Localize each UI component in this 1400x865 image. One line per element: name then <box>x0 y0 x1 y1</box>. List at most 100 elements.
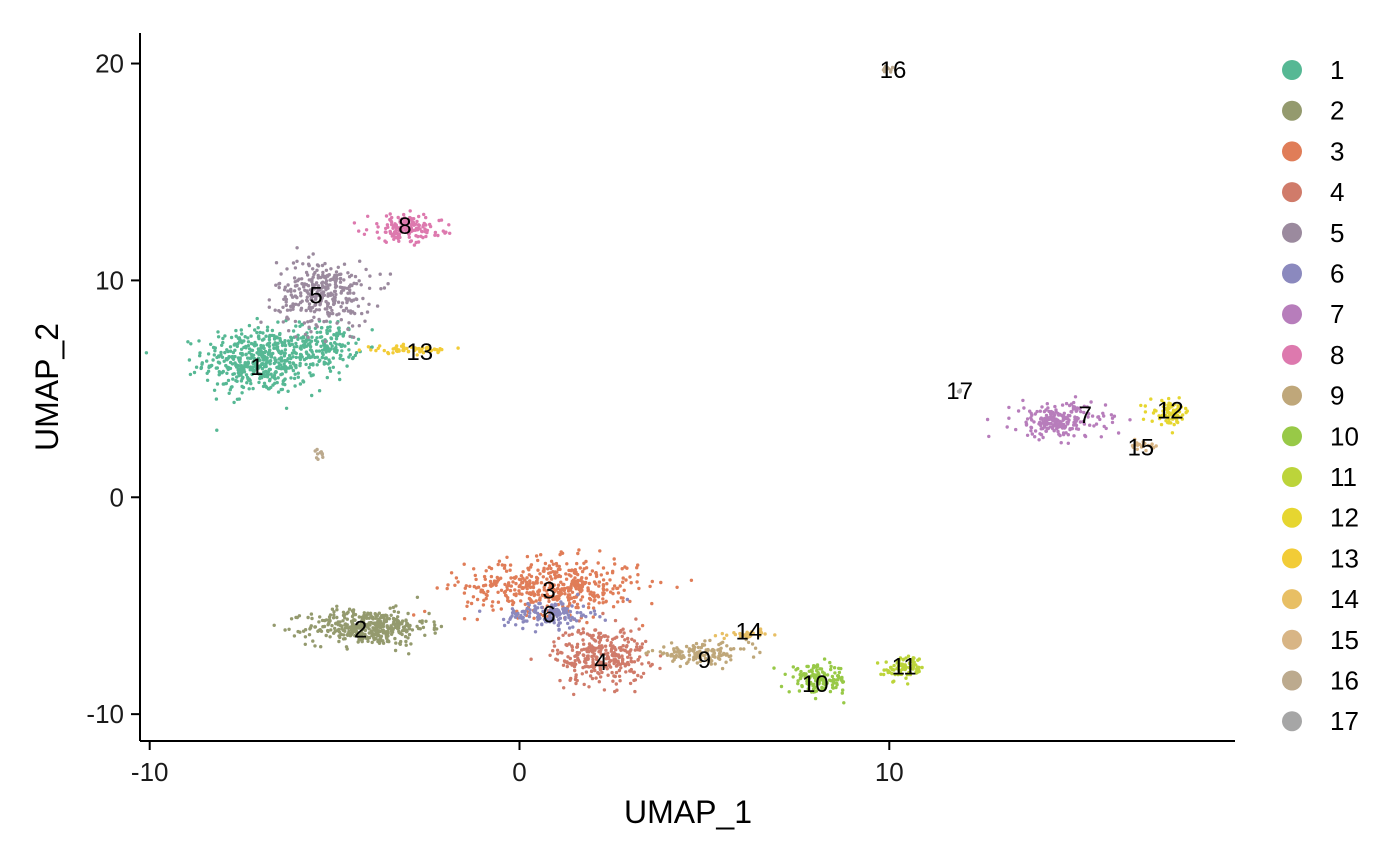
data-point <box>374 348 378 353</box>
data-point <box>557 564 561 569</box>
data-point <box>397 232 401 236</box>
data-point <box>338 276 343 281</box>
data-point <box>640 645 644 650</box>
data-point <box>462 562 466 566</box>
data-point <box>323 339 328 344</box>
data-point <box>405 621 409 626</box>
data-point <box>315 330 319 335</box>
data-point <box>317 620 321 624</box>
legend-label: 16 <box>1330 666 1359 696</box>
data-point <box>412 243 417 247</box>
data-point <box>579 579 583 583</box>
data-point <box>283 364 288 369</box>
data-point <box>309 330 313 334</box>
data-point <box>1177 396 1181 400</box>
data-point <box>305 298 309 302</box>
data-point <box>593 612 597 616</box>
data-point <box>341 610 346 614</box>
data-point <box>287 353 292 358</box>
data-point <box>276 349 281 353</box>
data-point <box>499 607 503 611</box>
data-point <box>391 351 395 355</box>
data-point <box>605 582 609 586</box>
data-point <box>350 631 355 635</box>
data-point <box>1074 409 1079 413</box>
data-point <box>531 581 535 585</box>
data-point <box>315 293 319 297</box>
data-point <box>324 268 329 272</box>
data-point <box>238 364 243 368</box>
data-point <box>340 289 344 293</box>
data-point <box>541 575 545 579</box>
data-point <box>517 584 521 589</box>
data-point <box>567 633 571 637</box>
data-point <box>1064 416 1068 421</box>
data-point <box>1072 406 1077 411</box>
data-point <box>581 627 585 631</box>
data-point <box>678 664 682 669</box>
data-point <box>561 582 565 587</box>
data-point <box>611 679 615 683</box>
data-point <box>338 623 343 628</box>
data-point <box>292 348 296 352</box>
data-point <box>214 397 219 401</box>
data-point <box>622 588 626 592</box>
data-point <box>1057 432 1061 436</box>
data-point <box>278 310 282 314</box>
data-point <box>215 428 219 432</box>
data-point <box>330 607 335 611</box>
data-point <box>541 614 546 618</box>
data-point <box>1185 409 1190 413</box>
data-point <box>231 350 236 355</box>
data-point <box>675 646 679 650</box>
data-point <box>533 604 537 608</box>
data-point <box>219 350 223 355</box>
data-point <box>249 381 253 386</box>
data-point <box>644 651 648 656</box>
data-point <box>404 630 409 634</box>
data-point <box>284 297 289 302</box>
data-point <box>332 289 337 294</box>
data-point <box>1144 448 1148 453</box>
series-7-points <box>985 395 1132 445</box>
data-point <box>283 628 287 632</box>
data-point <box>303 642 307 646</box>
data-point <box>504 569 509 573</box>
data-point <box>235 344 239 349</box>
data-point <box>304 362 308 367</box>
data-point <box>901 658 905 662</box>
data-point <box>273 308 277 312</box>
data-point <box>280 349 284 353</box>
data-point <box>383 619 387 624</box>
data-point <box>491 608 495 612</box>
data-point <box>270 328 275 333</box>
data-point <box>342 278 346 282</box>
data-point <box>187 358 192 362</box>
data-point <box>496 562 500 567</box>
data-point <box>590 593 595 598</box>
data-point <box>1056 429 1060 434</box>
data-point <box>291 361 295 365</box>
data-point <box>306 335 310 339</box>
data-point <box>338 377 342 382</box>
series-8-points <box>352 209 452 247</box>
data-point <box>837 666 841 670</box>
data-point <box>289 289 293 294</box>
data-point <box>537 601 541 606</box>
data-point <box>1184 406 1188 411</box>
legend-label: 7 <box>1330 299 1344 329</box>
data-point <box>392 237 396 241</box>
data-point <box>573 654 577 658</box>
data-point <box>590 569 595 573</box>
data-point <box>550 611 554 616</box>
data-point <box>572 692 576 697</box>
data-point <box>271 383 275 387</box>
data-point <box>917 665 921 670</box>
x-axis-title: UMAP_1 <box>624 794 752 830</box>
data-point <box>889 68 893 72</box>
data-point <box>337 312 341 316</box>
data-point <box>1030 432 1035 436</box>
data-point <box>695 654 699 658</box>
data-point <box>284 367 288 371</box>
data-point <box>352 618 356 622</box>
